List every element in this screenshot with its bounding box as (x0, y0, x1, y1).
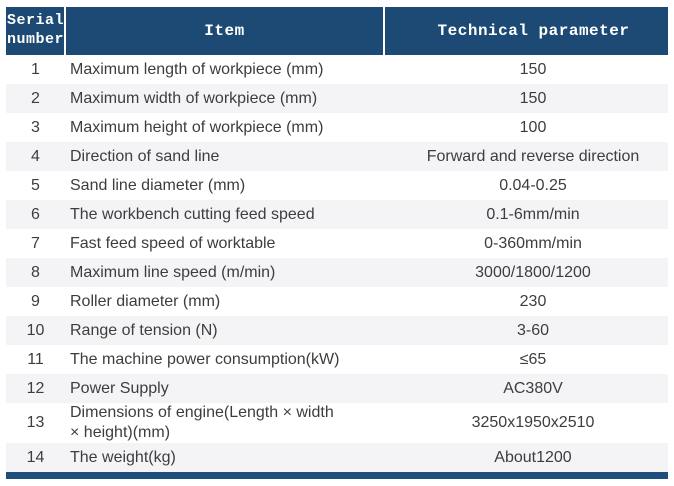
item-cell: Direction of sand line (65, 142, 384, 171)
item-cell: Range of tension (N) (65, 316, 384, 345)
table-row: 12 Power Supply AC380V (6, 374, 668, 403)
serial-number-cell: 9 (6, 287, 65, 316)
table-row: 4 Direction of sand line Forward and rev… (6, 142, 668, 171)
table-row: 10 Range of tension (N) 3-60 (6, 316, 668, 345)
item-label: Fast feed speed of worktable (70, 234, 276, 252)
item-label: Maximum width of workpiece (mm) (70, 89, 318, 107)
parameter-value-cell: 0.1-6mm/min (384, 200, 668, 229)
item-label: The weight(kg) (70, 448, 176, 466)
header-row: Serial number Item Technical parameter (6, 7, 668, 55)
table-row: 9 Roller diameter (mm) 230 (6, 287, 668, 316)
parameter-value-cell: About1200 (384, 443, 668, 472)
item-label: Range of tension (N) (70, 321, 218, 339)
serial-number-cell: 14 (6, 443, 65, 472)
item-cell: The weight(kg) (65, 443, 384, 472)
parameter-value-cell: AC380V (384, 374, 668, 403)
table-row: 11 The machine power consumption(kW) ≤65 (6, 345, 668, 374)
item-label: Maximum length of workpiece (mm) (70, 60, 324, 78)
table-row: 8 Maximum line speed (m/min) 3000/1800/1… (6, 258, 668, 287)
table-bottom-border (6, 472, 668, 479)
spec-table-body: 1 Maximum length of workpiece (mm) 150 2… (6, 55, 668, 472)
item-cell: The workbench cutting feed speed (65, 200, 384, 229)
table-row: 14 The weight(kg) About1200 (6, 443, 668, 472)
parameter-value-cell: 3000/1800/1200 (384, 258, 668, 287)
table-row: 5 Sand line diameter (mm) 0.04-0.25 (6, 171, 668, 200)
parameter-value-cell: 150 (384, 55, 668, 84)
serial-number-cell: 5 (6, 171, 65, 200)
item-label: Direction of sand line (70, 147, 220, 165)
item-label: Power Supply (70, 379, 169, 397)
serial-number-cell: 3 (6, 113, 65, 142)
column-header-technical-parameter: Technical parameter (384, 7, 668, 55)
parameter-value-cell: 0-360mm/min (384, 229, 668, 258)
column-header-item: Item (65, 7, 385, 55)
table-row: 6 The workbench cutting feed speed 0.1-6… (6, 200, 668, 229)
table-row: 3 Maximum height of workpiece (mm) 100 (6, 113, 668, 142)
parameter-value-cell: 150 (384, 84, 668, 113)
item-cell: Maximum length of workpiece (mm) (65, 55, 384, 84)
parameter-value-cell: Forward and reverse direction (384, 142, 668, 171)
parameter-value-cell: 3250x1950x2510 (384, 403, 668, 443)
parameter-value-cell: 0.04-0.25 (384, 171, 668, 200)
serial-number-cell: 11 (6, 345, 65, 374)
item-cell: Maximum height of workpiece (mm) (65, 113, 384, 142)
item-label: Roller diameter (mm) (70, 292, 221, 310)
item-cell: Maximum line speed (m/min) (65, 258, 384, 287)
table-row: 1 Maximum length of workpiece (mm) 150 (6, 55, 668, 84)
serial-number-cell: 10 (6, 316, 65, 345)
parameter-value-cell: ≤65 (384, 345, 668, 374)
item-label: Maximum height of workpiece (mm) (70, 118, 324, 136)
item-label: Dimensions of engine(Length × width × he… (70, 404, 334, 441)
technical-specifications-table: Serial number Item Technical parameter 1… (6, 7, 668, 472)
parameter-value-cell: 230 (384, 287, 668, 316)
item-label: The machine power consumption(kW) (70, 350, 340, 368)
parameter-value-cell: 3-60 (384, 316, 668, 345)
item-cell: Power Supply (65, 374, 384, 403)
serial-number-cell: 8 (6, 258, 65, 287)
item-cell: Sand line diameter (mm) (65, 171, 384, 200)
serial-number-cell: 4 (6, 142, 65, 171)
table-row: 13 Dimensions of engine(Length × width ×… (6, 403, 668, 443)
serial-number-cell: 13 (6, 403, 65, 443)
item-cell: Roller diameter (mm) (65, 287, 384, 316)
item-cell: The machine power consumption(kW) (65, 345, 384, 374)
serial-number-cell: 1 (6, 55, 65, 84)
serial-number-cell: 7 (6, 229, 65, 258)
item-label: Sand line diameter (mm) (70, 176, 246, 194)
item-cell: Maximum width of workpiece (mm) (65, 84, 384, 113)
serial-number-cell: 6 (6, 200, 65, 229)
item-label: The workbench cutting feed speed (70, 205, 315, 223)
item-cell: Dimensions of engine(Length × width × he… (65, 403, 384, 443)
table-row: 7 Fast feed speed of worktable 0-360mm/m… (6, 229, 668, 258)
table-row: 2 Maximum width of workpiece (mm) 150 (6, 84, 668, 113)
serial-number-cell: 12 (6, 374, 65, 403)
parameter-value-cell: 100 (384, 113, 668, 142)
item-label: Maximum line speed (m/min) (70, 263, 276, 281)
item-cell: Fast feed speed of worktable (65, 229, 384, 258)
column-header-serial-number: Serial number (6, 7, 66, 55)
serial-number-cell: 2 (6, 84, 65, 113)
